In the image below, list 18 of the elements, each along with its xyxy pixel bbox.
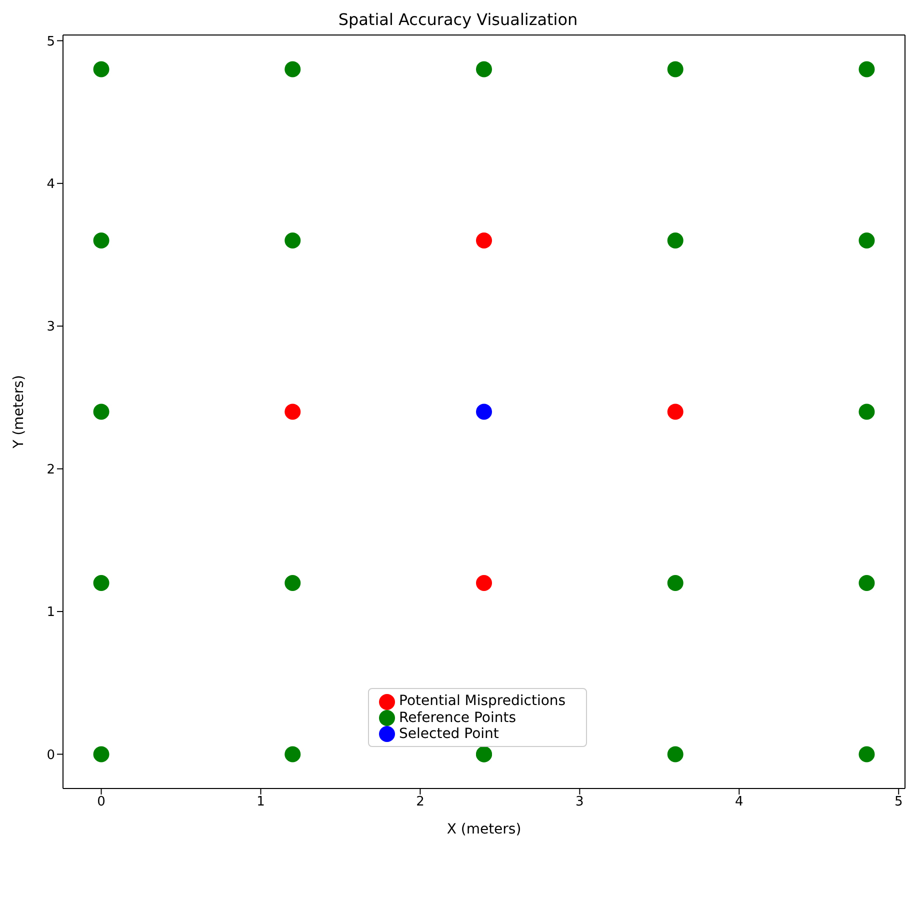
- y-tick-label: 1: [46, 605, 55, 620]
- y-tick-label: 3: [46, 320, 55, 335]
- y-tick-label: 2: [46, 462, 55, 478]
- x-tick-label: 3: [576, 794, 584, 810]
- x-tick-label: 0: [97, 794, 106, 810]
- y-tick-label: 0: [46, 748, 55, 763]
- legend-label: Reference Points: [399, 710, 516, 726]
- x-axis-title: X (meters): [446, 821, 522, 838]
- x-tick-label: 5: [894, 794, 903, 810]
- x-tick-label: 1: [256, 794, 265, 810]
- y-tick-label: 5: [46, 34, 55, 50]
- legend-label: Selected Point: [399, 726, 499, 742]
- x-tick-label: 4: [735, 794, 744, 810]
- y-axis-title: Y (meters): [10, 375, 27, 450]
- x-tick-label: 2: [416, 794, 424, 810]
- legend-label: Potential Mispredictions: [399, 693, 566, 710]
- y-tick-label: 4: [46, 177, 55, 192]
- chart-title: Spatial Accuracy Visualization: [337, 9, 579, 31]
